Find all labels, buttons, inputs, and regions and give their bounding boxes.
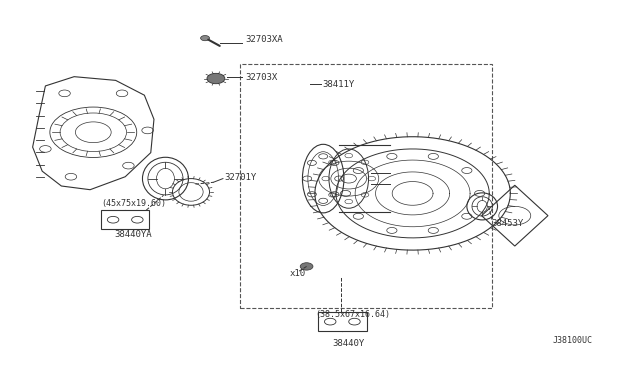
Text: (45x75x19.60): (45x75x19.60) — [101, 199, 166, 208]
Text: 38440YA: 38440YA — [115, 230, 152, 239]
Text: x10: x10 — [290, 269, 306, 278]
Circle shape — [207, 73, 225, 84]
Text: 38440Y: 38440Y — [333, 339, 365, 349]
Bar — [240, 64, 492, 308]
Text: 32703XA: 32703XA — [245, 35, 283, 45]
Circle shape — [300, 263, 313, 270]
Text: 32701Y: 32701Y — [224, 173, 257, 182]
Bar — [318, 312, 367, 331]
Text: 32703X: 32703X — [245, 73, 278, 82]
Text: 38453Y: 38453Y — [492, 219, 524, 228]
Bar — [101, 210, 150, 230]
Text: (38.5x67x16.64): (38.5x67x16.64) — [315, 310, 390, 319]
Circle shape — [200, 36, 209, 41]
Text: J38100UC: J38100UC — [552, 336, 593, 345]
Text: 38411Y: 38411Y — [322, 80, 354, 89]
